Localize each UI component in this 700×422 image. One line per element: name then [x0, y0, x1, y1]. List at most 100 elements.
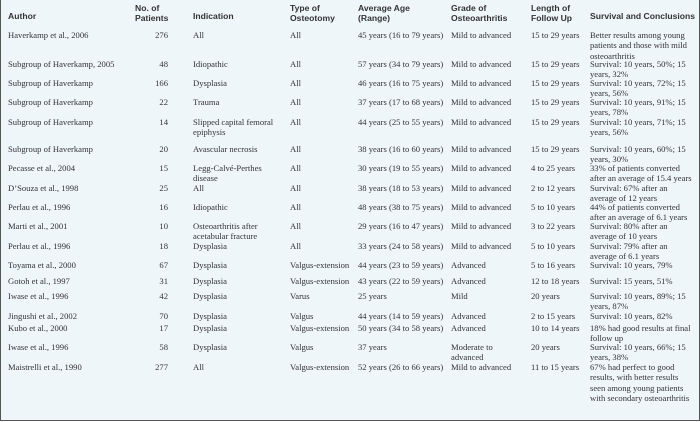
cell-author: Gotoh et al., 1997 — [8, 276, 70, 286]
cell-grade: Advanced — [451, 260, 486, 270]
cell-age: 45 years (16 to 79 years) — [358, 30, 444, 40]
cell-age: 37 years — [358, 342, 387, 352]
cell-age: 44 years (23 to 59 years) — [358, 260, 444, 270]
cell-osteotomy: Valgus-extension — [290, 260, 350, 270]
cell-author: Pecasse et al., 2004 — [8, 163, 76, 173]
cell-followup: 2 to 12 years — [531, 183, 576, 193]
cell-osteotomy: All — [290, 30, 301, 40]
cell-patients: 166 — [155, 78, 168, 88]
cell-indication: Dysplasia — [193, 260, 227, 270]
cell-followup: 15 to 29 years — [531, 97, 580, 107]
cell-survival: 44% of patients converted after an avera… — [590, 202, 688, 223]
cell-indication: Idiopathic — [193, 59, 228, 69]
cell-survival: Survival: 10 years, 82% — [590, 311, 673, 321]
cell-age: 43 years (22 to 59 years) — [358, 276, 444, 286]
cell-osteotomy: Valgus-extension — [290, 276, 350, 286]
header-survival: Survival and Conclusions — [590, 11, 696, 21]
cell-age: 30 years (19 to 55 years) — [358, 163, 444, 173]
cell-osteotomy: All — [290, 78, 301, 88]
cell-age: 57 years (34 to 79 years) — [358, 59, 444, 69]
cell-grade: Mild to advanced — [451, 202, 512, 212]
cell-age: 25 years — [358, 291, 387, 301]
header-age: Average Age (Range) — [358, 3, 410, 23]
cell-survival: Survival: 10 years, 91%; 15 years, 78% — [590, 97, 686, 118]
cell-survival: 33% of patients converted after an avera… — [590, 163, 692, 184]
cell-survival: Survival: 67% after an average of 12 yea… — [590, 183, 668, 204]
cell-age: 38 years (18 to 53 years) — [358, 183, 444, 193]
cell-patients: 17 — [159, 323, 168, 333]
cell-indication: Slipped capital femoral epiphysis — [193, 117, 274, 138]
cell-osteotomy: Valgus — [290, 311, 314, 321]
cell-grade: Mild to advanced — [451, 78, 512, 88]
cell-indication: Dysplasia — [193, 241, 227, 251]
cell-survival: Survival: 10 years, 60%; 15 years, 30% — [590, 144, 686, 165]
cell-patients: 15 — [159, 163, 168, 173]
cell-grade: Advanced — [451, 311, 486, 321]
cell-indication: Osteoarthritis after acetabular fracture — [193, 221, 258, 242]
cell-author: D’Souza et al., 1998 — [8, 183, 79, 193]
cell-author: Perlau et al., 1996 — [8, 241, 71, 251]
cell-author: Iwase et al., 1996 — [8, 342, 69, 352]
cell-followup: 2 to 15 years — [531, 311, 576, 321]
cell-indication: Trauma — [193, 97, 220, 107]
header-patients: No. of Patients — [135, 3, 169, 23]
cell-author: Subgroup of Haverkamp — [8, 97, 93, 107]
cell-indication: Dysplasia — [193, 291, 227, 301]
cell-indication: Idiopathic — [193, 202, 228, 212]
cell-grade: Mild to advanced — [451, 183, 512, 193]
cell-indication: All — [193, 30, 204, 40]
cell-survival: 18% had good results at final follow up — [590, 323, 691, 344]
cell-osteotomy: All — [290, 144, 301, 154]
cell-patients: 67 — [159, 260, 168, 270]
cell-grade: Mild to advanced — [451, 59, 512, 69]
cell-grade: Mild to advanced — [451, 241, 512, 251]
header-indication: Indication — [193, 11, 234, 21]
cell-survival: Survival: 15 years, 51% — [590, 276, 673, 286]
cell-age: 50 years (34 to 58 years) — [358, 323, 444, 333]
cell-patients: 42 — [159, 291, 168, 301]
cell-survival: Survival: 10 years, 72%; 15 years, 56% — [590, 78, 686, 99]
cell-osteotomy: Valgus-extension — [290, 362, 350, 372]
cell-followup: 15 to 29 years — [531, 78, 580, 88]
header-osteotomy: Type of Osteotomy — [290, 3, 335, 23]
cell-indication: Dysplasia — [193, 342, 227, 352]
header-author: Author — [8, 11, 37, 21]
cell-grade: Mild to advanced — [451, 117, 512, 127]
cell-author: Iwase et al., 1996 — [8, 291, 69, 301]
cell-patients: 10 — [159, 221, 168, 231]
cell-osteotomy: All — [290, 97, 301, 107]
cell-patients: 22 — [159, 97, 168, 107]
cell-grade: Mild to advanced — [451, 97, 512, 107]
cell-osteotomy: All — [290, 183, 301, 193]
cell-indication: Dysplasia — [193, 276, 227, 286]
cell-survival: Survival: 10 years, 89%; 15 years, 87% — [590, 291, 686, 312]
cell-survival: Survival: 80% after an average of 10 yea… — [590, 221, 668, 242]
cell-patients: 277 — [155, 362, 168, 372]
cell-grade: Mild to advanced — [451, 163, 512, 173]
cell-author: Jingushi et al., 2002 — [8, 311, 77, 321]
cell-grade: Mild to advanced — [451, 30, 512, 40]
cell-osteotomy: All — [290, 59, 301, 69]
cell-indication: Dysplasia — [193, 323, 227, 333]
cell-survival: Survival: 10 years, 71%; 15 years, 56% — [590, 117, 686, 138]
cell-age: 44 years (14 to 59 years) — [358, 311, 444, 321]
cell-author: Maistrelli et al., 1990 — [8, 362, 82, 372]
cell-age: 38 years (16 to 60 years) — [358, 144, 444, 154]
cell-osteotomy: Valgus — [290, 342, 314, 352]
cell-age: 33 years (24 to 58 years) — [358, 241, 444, 251]
cell-indication: Avascular necrosis — [193, 144, 258, 154]
cell-patients: 18 — [159, 241, 168, 251]
cell-age: 29 years (16 to 47 years) — [358, 221, 444, 231]
cell-age: 48 years (38 to 75 years) — [358, 202, 444, 212]
cell-followup: 3 to 22 years — [531, 221, 576, 231]
cell-followup: 5 to 10 years — [531, 241, 576, 251]
cell-age: 37 years (17 to 68 years) — [358, 97, 444, 107]
cell-followup: 12 to 18 years — [531, 276, 580, 286]
cell-followup: 5 to 10 years — [531, 202, 576, 212]
cell-author: Subgroup of Haverkamp — [8, 78, 93, 88]
cell-followup: 4 to 25 years — [531, 163, 576, 173]
cell-survival: Survival: 79% after an average of 6.1 ye… — [590, 241, 668, 262]
cell-patients: 48 — [159, 59, 168, 69]
cell-grade: Advanced — [451, 323, 486, 333]
